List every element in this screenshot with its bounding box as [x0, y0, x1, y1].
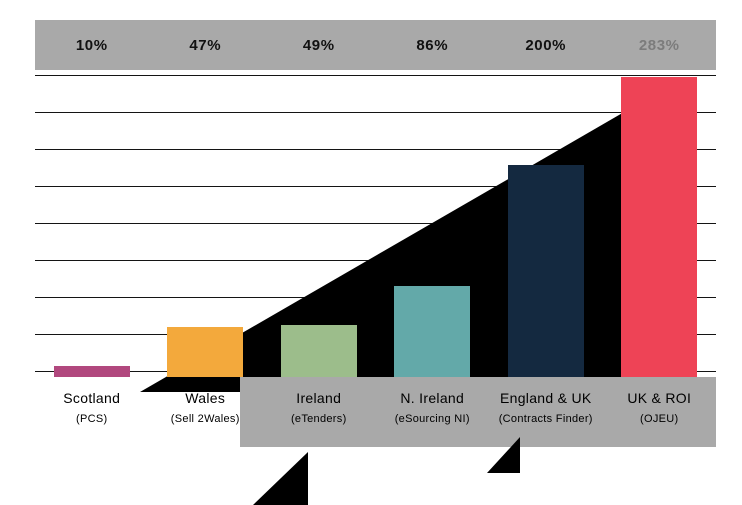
pct-label-ireland: 49%: [302, 36, 335, 54]
gridline: [35, 223, 716, 224]
artifact-triangle: [253, 452, 308, 505]
gridline: [35, 112, 716, 113]
category-subname: (eTenders): [290, 413, 347, 425]
gridline: [35, 186, 716, 187]
bar-n-ireland: [394, 286, 471, 377]
bar-column-scotland: [35, 70, 149, 377]
category-subname: (OJEU): [640, 413, 679, 425]
pct-label-n-ireland: 86%: [416, 36, 449, 54]
category-name: Scotland: [63, 390, 121, 406]
category-subname: (PCS): [76, 413, 108, 425]
category-name: UK & ROI: [627, 390, 692, 406]
bar-column-ireland: [262, 70, 376, 377]
category-name: Ireland: [296, 390, 342, 406]
category-band: Scotland (PCS) Wales (Sell 2Wales) Ireland (e…: [35, 377, 716, 447]
bar-england-uk: [507, 165, 584, 377]
category-label-uk-roi: UK & ROI (OJEU): [603, 377, 717, 447]
category-name: England & UK: [499, 390, 592, 406]
category-label-wales: Wales (Sell 2Wales): [149, 377, 263, 447]
pct-label-wales: 47%: [189, 36, 222, 54]
pct-label-scotland: 10%: [75, 36, 108, 54]
bar-uk-roi: [621, 77, 698, 377]
category-labels: Scotland (PCS) Wales (Sell 2Wales) Ireland (e…: [35, 377, 716, 447]
category-label-ireland: Ireland (eTenders): [262, 377, 376, 447]
bar-column-england-uk: [489, 70, 603, 377]
bar-scotland: [53, 366, 130, 377]
category-name: N. Ireland: [400, 390, 465, 406]
category-subname: (Contracts Finder): [498, 413, 593, 425]
bar-column-uk-roi: [603, 70, 717, 377]
pct-label-england-uk: 200%: [525, 36, 567, 54]
category-band-background: [240, 377, 716, 447]
category-subname: (Sell 2Wales): [170, 413, 240, 425]
gridline: [35, 149, 716, 150]
pct-label-uk-roi: 283%: [638, 36, 680, 54]
gridline: [35, 75, 716, 76]
bar-column-wales: [149, 70, 263, 377]
bars-container: [35, 70, 716, 377]
category-name: Wales: [185, 390, 226, 406]
category-label-scotland: Scotland (PCS): [35, 377, 149, 447]
bar-column-n-ireland: [376, 70, 490, 377]
percentage-band: 10% 47% 49% 86% 200% 283%: [35, 20, 716, 70]
bar-ireland: [280, 325, 357, 377]
category-subname: (eSourcing NI): [394, 413, 470, 425]
category-label-n-ireland: N. Ireland (eSourcing NI): [376, 377, 490, 447]
category-label-england-uk: England & UK (Contracts Finder): [489, 377, 603, 447]
bar-wales: [167, 327, 244, 377]
